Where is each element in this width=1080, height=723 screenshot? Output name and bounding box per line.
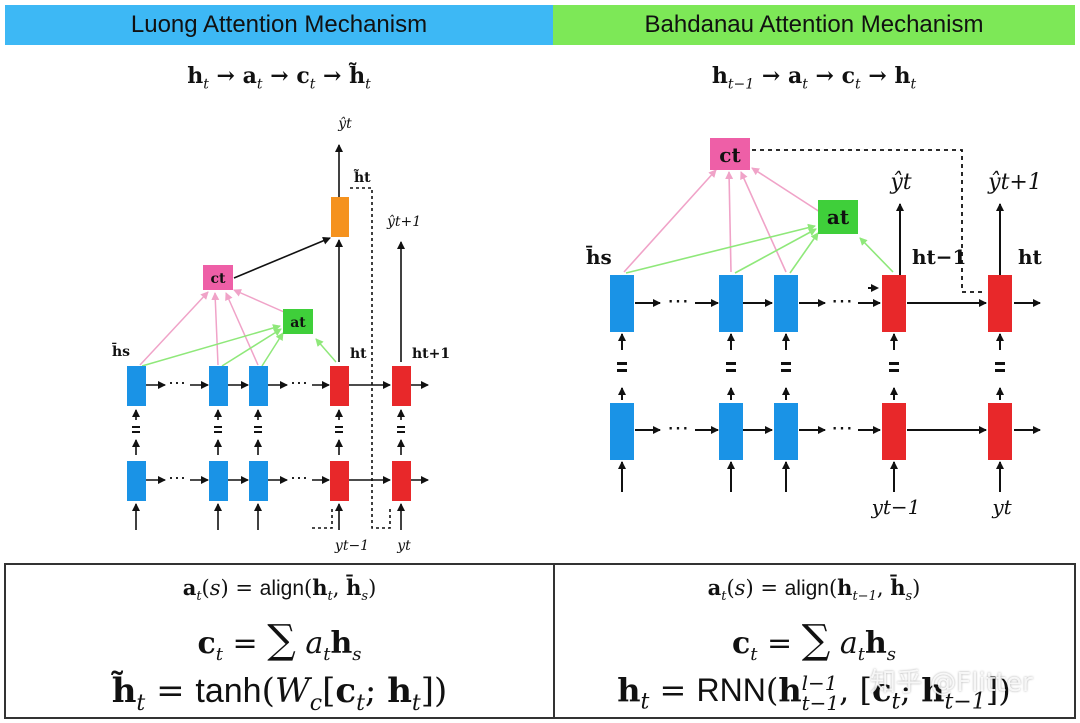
bahdanau-equations: at(s) = align(ht−1, h̄s) ct = ∑ aths ht … xyxy=(553,563,1076,719)
label-y-t: yt xyxy=(396,538,411,554)
luong-context-equation: ct = ∑ aths xyxy=(197,617,362,665)
bahdanau-context-arrows xyxy=(623,167,821,273)
encoder-cell xyxy=(719,403,743,460)
label-h-t-minus-1: ht−1 xyxy=(912,245,966,269)
bahdanau-flow: ht−1 → at → ct → ht xyxy=(711,63,917,93)
label-y-t: yt xyxy=(991,495,1012,519)
ellipsis-2: ⋯ xyxy=(290,373,308,394)
label-y-hat-t: ŷt xyxy=(337,115,352,132)
bahdanau-vertical-dots xyxy=(617,362,1005,372)
encoder-cell xyxy=(610,403,634,460)
luong-labels: ct at ŷt h̃t ŷt+1 h̄s ht ht+1 yt−1 yt xyxy=(112,115,450,554)
encoder-cell xyxy=(774,275,798,332)
luong-context-arrows xyxy=(139,289,285,366)
bahdanau-cells xyxy=(610,138,1012,460)
watermark: 知乎 @Flitter xyxy=(870,668,1033,698)
ellipsis-5: ⋯ xyxy=(667,289,689,314)
label-h-t: ht xyxy=(1018,245,1043,269)
bahdanau-align-arrows xyxy=(625,223,894,274)
decoder-cell xyxy=(330,366,349,406)
luong-align-equation: at(s) = align(ht, h̄s) xyxy=(182,575,377,605)
ellipsis-7: ⋯ xyxy=(667,416,689,441)
encoder-cell xyxy=(127,366,146,406)
decoder-cell xyxy=(882,275,906,332)
decoder-cell xyxy=(882,403,906,460)
bahdanau-header: Bahdanau Attention Mechanism xyxy=(553,5,1075,45)
ellipsis-6: ⋯ xyxy=(831,289,853,314)
label-h-bar-s: h̄s xyxy=(112,341,130,360)
bahdanau-diagram xyxy=(618,203,1041,492)
bahdanau-feedback-dashed xyxy=(752,149,984,293)
ellipsis-3: ⋯ xyxy=(168,468,186,489)
label-y-hat-t1: ŷt+1 xyxy=(987,170,1042,195)
decoder-cell xyxy=(392,366,411,406)
attention-output-cell xyxy=(331,197,349,237)
label-c-t: ct xyxy=(719,143,741,167)
context-box xyxy=(203,265,233,290)
encoder-cell xyxy=(209,461,228,501)
bahdanau-ellipsis: ⋯ ⋯ ⋯ ⋯ xyxy=(667,289,853,441)
luong-align-arrows xyxy=(141,324,337,367)
decoder-cell xyxy=(330,461,349,501)
luong-feedback-dashed xyxy=(312,187,391,529)
bahdanau-output-equation: ht = RNN(h l−1 t−1, [ct; ht−1]) xyxy=(617,670,1011,715)
decoder-cell xyxy=(392,461,411,501)
label-a-t: at xyxy=(290,315,306,331)
luong-output-equation: h̃t = tanh(Wc[ct; ht]) xyxy=(111,671,448,716)
bahdanau-labels: ct at ŷt ŷt+1 h̄s ht−1 ht yt−1 yt xyxy=(585,143,1042,519)
luong-equations: at(s) = align(ht, h̄s) ct = ∑ aths h̃t =… xyxy=(4,563,555,719)
label-y-t-minus-1: yt−1 xyxy=(871,495,921,519)
label-y-hat-t1: ŷt+1 xyxy=(386,213,421,230)
bahdanau-align-equation: at(s) = align(ht−1, h̄s) xyxy=(707,575,921,605)
ellipsis-4: ⋯ xyxy=(290,468,308,489)
label-h-bar-s: h̄s xyxy=(585,244,612,269)
decoder-cell xyxy=(988,275,1012,332)
luong-cells xyxy=(127,197,411,501)
label-y-hat-t: ŷt xyxy=(889,170,911,195)
encoder-cell xyxy=(719,275,743,332)
label-h-t1: ht+1 xyxy=(412,346,450,362)
context-box xyxy=(710,138,750,170)
luong-diagram xyxy=(132,144,429,530)
label-c-t: ct xyxy=(211,271,227,287)
bahdanau-context-equation: ct = ∑ aths xyxy=(731,617,897,665)
luong-ellipsis: ⋯ ⋯ ⋯ ⋯ xyxy=(168,373,308,489)
encoder-cell xyxy=(610,275,634,332)
label-y-t-minus-1: yt−1 xyxy=(334,538,369,554)
align-box xyxy=(283,309,313,334)
luong-header: Luong Attention Mechanism xyxy=(5,5,553,45)
label-h-t: ht xyxy=(350,346,367,362)
luong-flow: ht → at → ct → h̃t xyxy=(187,63,371,93)
encoder-cell xyxy=(209,366,228,406)
ellipsis-8: ⋯ xyxy=(831,416,853,441)
decoder-cell xyxy=(988,403,1012,460)
encoder-cell xyxy=(127,461,146,501)
ellipsis-1: ⋯ xyxy=(168,373,186,394)
encoder-cell xyxy=(249,366,268,406)
align-box xyxy=(818,200,858,234)
label-h-tilde-t: h̃t xyxy=(354,168,371,186)
luong-vertical-dots xyxy=(132,426,405,433)
encoder-cell xyxy=(249,461,268,501)
label-a-t: at xyxy=(827,205,850,229)
encoder-cell xyxy=(774,403,798,460)
